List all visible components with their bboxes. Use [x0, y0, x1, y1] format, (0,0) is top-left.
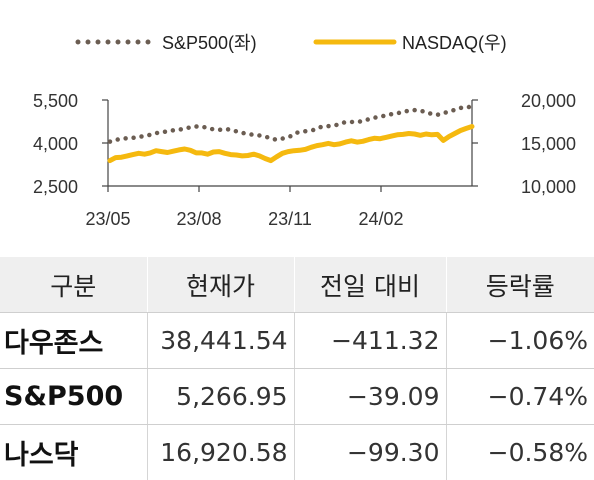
index-table: 구분 현재가 전일 대비 등락률 다우존스 38,441.54 −411.32 … [0, 257, 594, 480]
right-tick-label: 10,000 [521, 177, 576, 197]
row-change: −99.30 [294, 424, 447, 480]
series-lines [107, 104, 475, 164]
left-tick-label: 2,500 [33, 177, 78, 197]
sp500-series-line [107, 104, 475, 144]
row-name: S&P500 [0, 368, 148, 425]
row-rate: −1.06% [446, 312, 594, 369]
x-tick-label: 23/11 [268, 209, 312, 229]
row-rate: −0.74% [446, 368, 594, 425]
x-tick-label: 23/08 [176, 209, 221, 229]
axis-ticks: 5,500 4,000 2,500 20,000 15,000 10,000 23/05 23… [33, 91, 576, 229]
legend-sp500-label: S&P500(좌) [162, 33, 257, 53]
row-change: −39.09 [294, 368, 447, 425]
legend-nasdaq-label: NASDAQ(우) [402, 33, 507, 53]
left-tick-label: 4,000 [33, 134, 78, 154]
x-tick-label: 24/02 [358, 209, 403, 229]
right-tick-label: 20,000 [521, 91, 576, 111]
row-price: 5,266.95 [147, 368, 295, 425]
chart-area: S&P500(좌) NASDAQ(우) 5,500 4,000 2,500 20,00… [33, 33, 576, 229]
legend: S&P500(좌) NASDAQ(우) [75, 33, 507, 53]
left-tick-label: 5,500 [33, 91, 78, 111]
row-price: 38,441.54 [147, 312, 295, 369]
x-tick-label: 23/05 [85, 209, 130, 229]
row-rate: −0.58% [487, 438, 588, 467]
line-chart: S&P500(좌) NASDAQ(우) 5,500 4,000 2,500 20,00… [33, 33, 576, 229]
header-rate: 등락률 [446, 257, 594, 313]
table-row: 나스닥 16,920.58 −99.30 −0.58% [0, 424, 594, 480]
nasdaq-series-line [107, 124, 475, 164]
table-row: S&P500 5,266.95 −39.09 −0.74% [0, 368, 594, 425]
row-change: −411.32 [294, 312, 447, 369]
header-change: 전일 대비 [294, 257, 447, 313]
table-row: 다우존스 38,441.54 −411.32 −1.06% [0, 312, 594, 369]
table-header-row: 구분 현재가 전일 대비 등락률 [0, 257, 594, 313]
row-price: 16,920.58 [147, 424, 295, 480]
header-price: 현재가 [147, 257, 295, 313]
row-name: 나스닥 [0, 424, 148, 480]
header-category: 구분 [0, 257, 148, 313]
right-tick-label: 15,000 [521, 134, 576, 154]
row-name: 다우존스 [0, 312, 148, 369]
